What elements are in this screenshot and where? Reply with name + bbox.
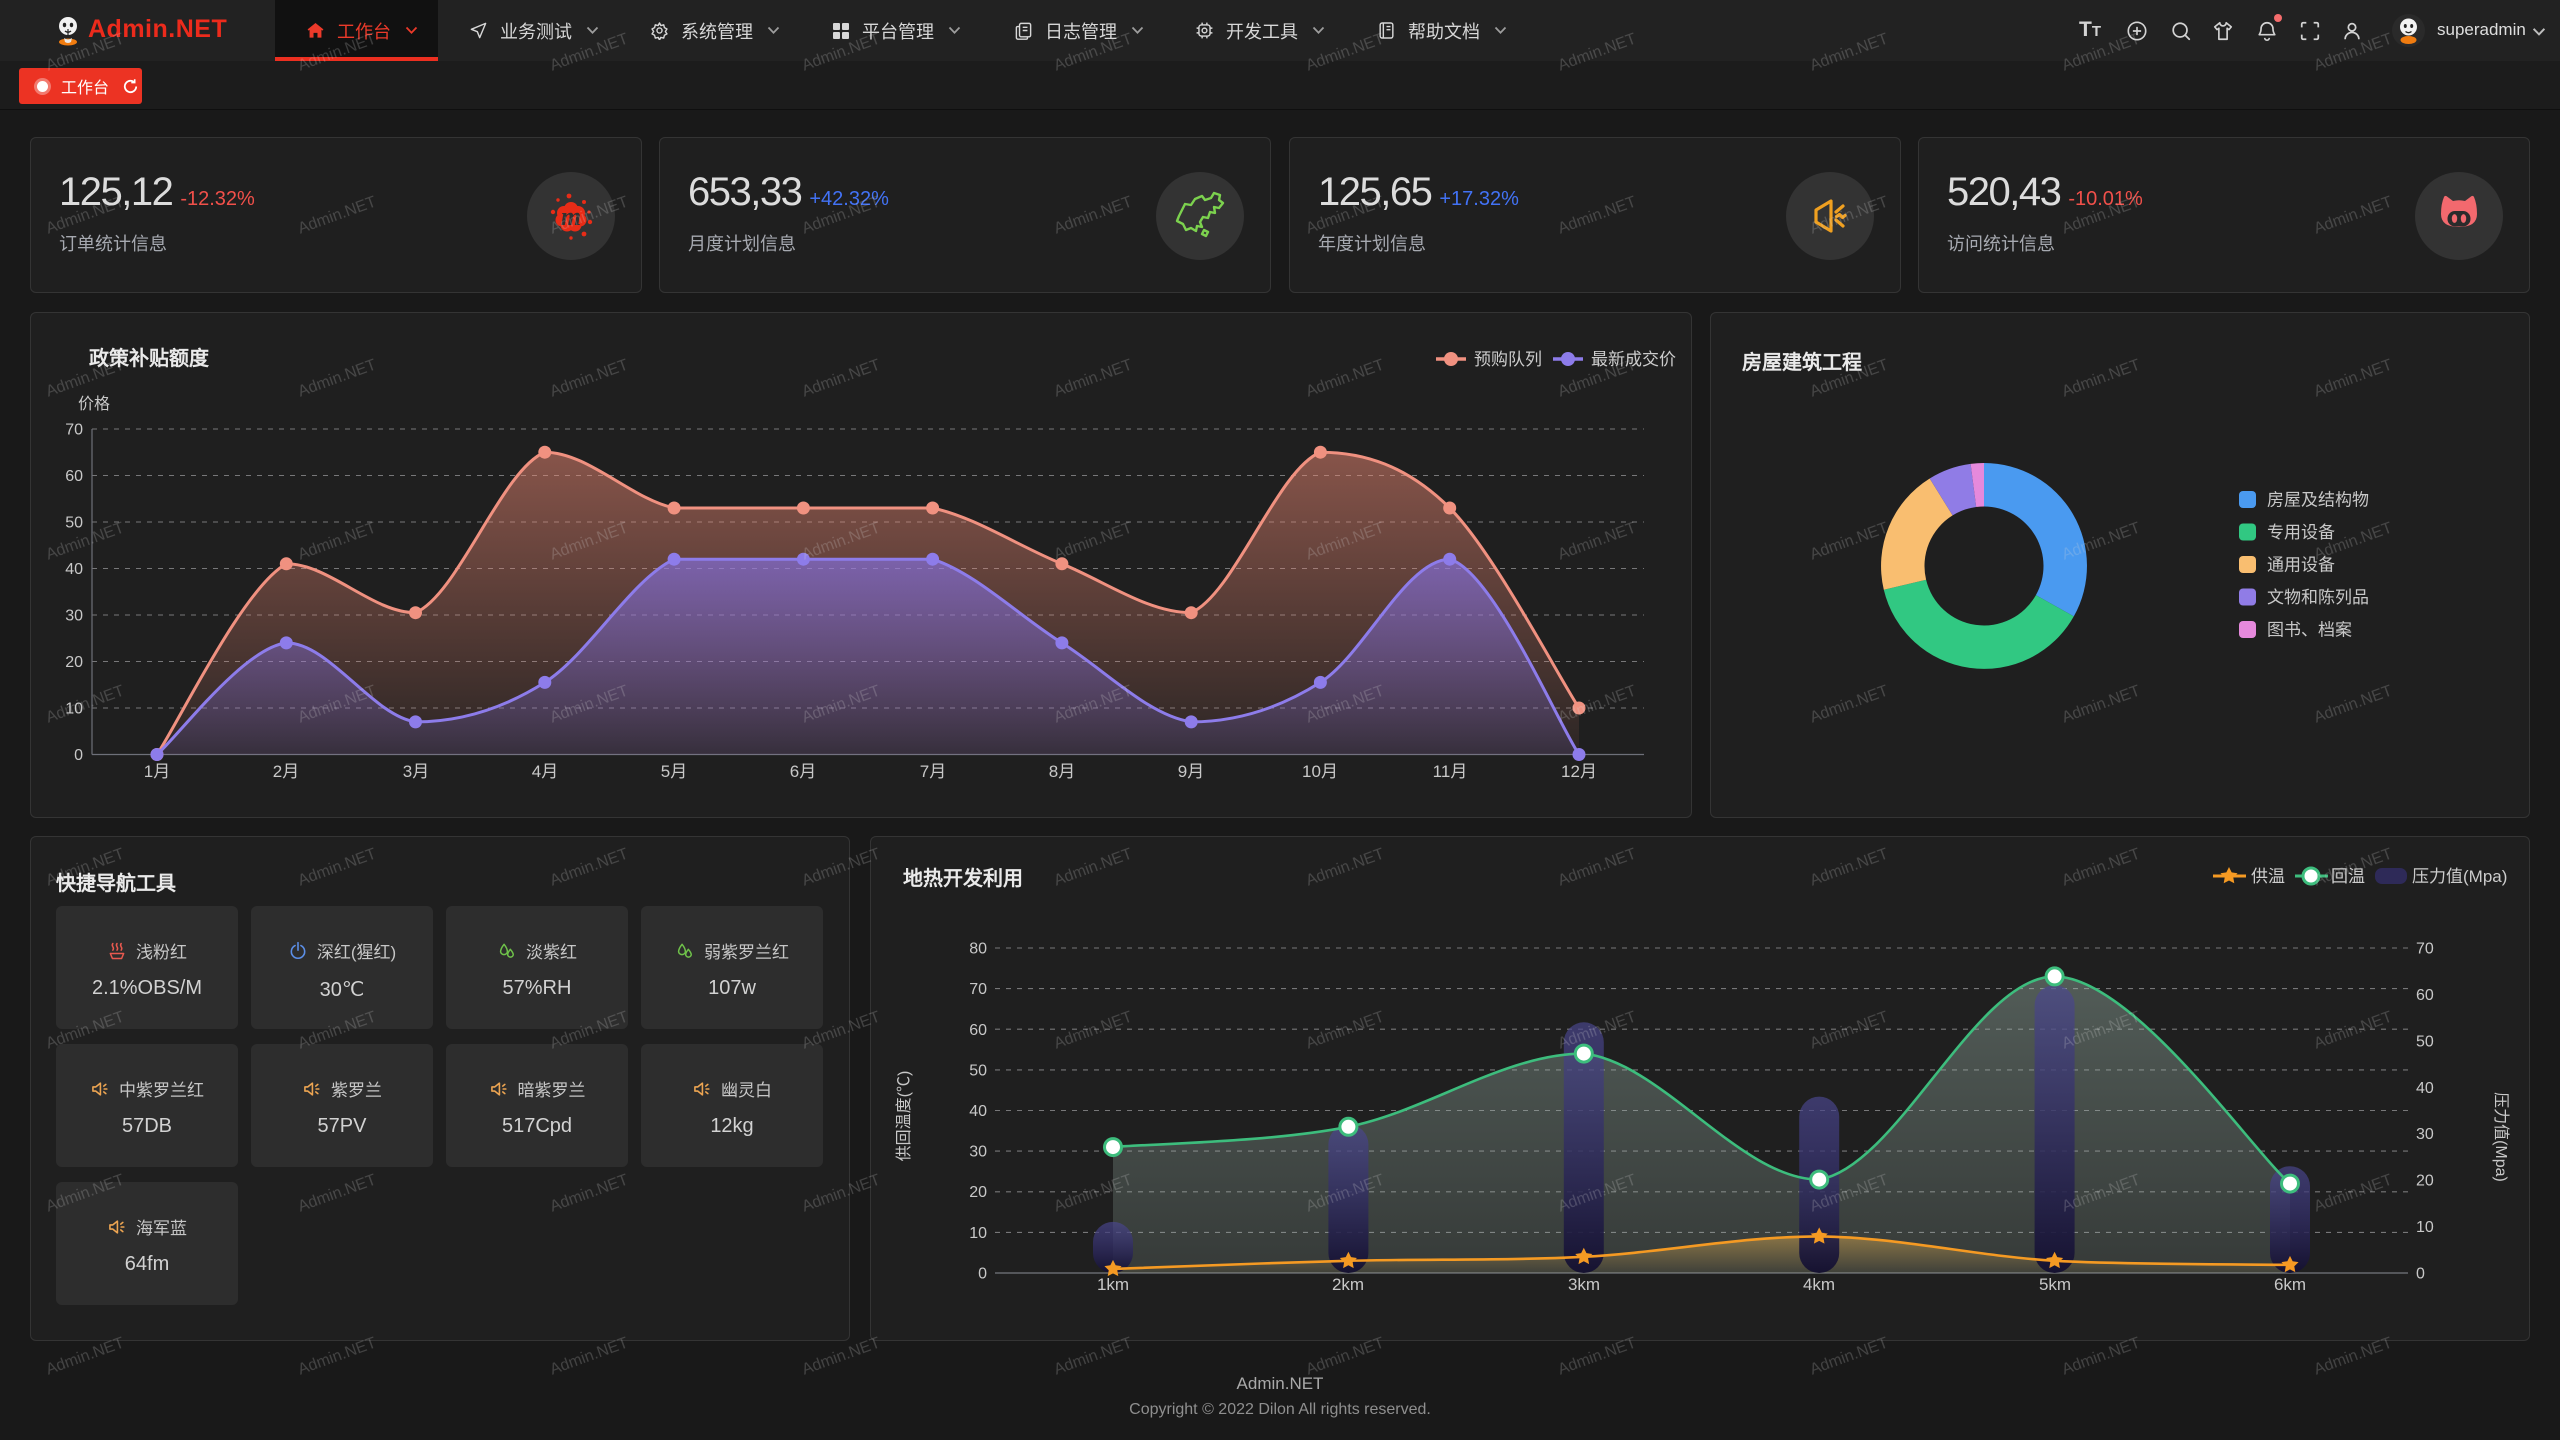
svg-text:20: 20 bbox=[969, 1184, 987, 1201]
svg-text:50: 50 bbox=[65, 515, 83, 532]
svg-text:0: 0 bbox=[978, 1266, 987, 1283]
svg-text:10: 10 bbox=[65, 701, 83, 718]
svg-text:8月: 8月 bbox=[1049, 762, 1075, 781]
svg-text:3月: 3月 bbox=[403, 762, 429, 781]
svg-text:图书、档案: 图书、档案 bbox=[2267, 621, 2352, 640]
svg-text:70: 70 bbox=[969, 981, 987, 998]
svg-text:7月: 7月 bbox=[920, 762, 946, 781]
svg-text:最新成交价: 最新成交价 bbox=[1591, 350, 1676, 369]
svg-text:10月: 10月 bbox=[1302, 762, 1338, 781]
svg-text:压力值(Mpa): 压力值(Mpa) bbox=[2412, 867, 2507, 886]
svg-text:3km: 3km bbox=[1568, 1275, 1600, 1294]
svg-text:12月: 12月 bbox=[1561, 762, 1597, 781]
svg-text:2km: 2km bbox=[1332, 1275, 1364, 1294]
svg-text:2月: 2月 bbox=[273, 762, 299, 781]
svg-text:70: 70 bbox=[65, 422, 83, 439]
svg-text:30: 30 bbox=[2416, 1126, 2434, 1143]
svg-text:4km: 4km bbox=[1803, 1275, 1835, 1294]
svg-text:11月: 11月 bbox=[1433, 762, 1468, 781]
svg-text:供温: 供温 bbox=[2251, 867, 2285, 886]
svg-text:6km: 6km bbox=[2274, 1275, 2306, 1294]
svg-text:1月: 1月 bbox=[144, 762, 170, 781]
svg-text:40: 40 bbox=[2416, 1080, 2434, 1097]
svg-text:50: 50 bbox=[969, 1062, 987, 1079]
svg-text:60: 60 bbox=[65, 468, 83, 485]
svg-text:供回温度(℃): 供回温度(℃) bbox=[895, 1071, 913, 1162]
svg-text:政策补贴额度: 政策补贴额度 bbox=[89, 346, 210, 370]
svg-text:30: 30 bbox=[969, 1144, 987, 1161]
svg-text:50: 50 bbox=[2416, 1033, 2434, 1050]
svg-text:60: 60 bbox=[969, 1022, 987, 1039]
svg-text:0: 0 bbox=[2416, 1266, 2425, 1283]
svg-text:6月: 6月 bbox=[790, 762, 816, 781]
svg-text:10: 10 bbox=[969, 1225, 987, 1242]
svg-text:地热开发利用: 地热开发利用 bbox=[903, 866, 1023, 890]
svg-text:文物和陈列品: 文物和陈列品 bbox=[2267, 588, 2369, 607]
svg-text:回温: 回温 bbox=[2331, 867, 2365, 886]
svg-text:5月: 5月 bbox=[661, 762, 687, 781]
svg-text:m: m bbox=[561, 202, 581, 231]
svg-text:10: 10 bbox=[2416, 1219, 2434, 1236]
svg-text:20: 20 bbox=[2416, 1173, 2434, 1190]
svg-text:30: 30 bbox=[65, 608, 83, 625]
svg-text:房屋及结构物: 房屋及结构物 bbox=[2267, 491, 2369, 510]
svg-text:60: 60 bbox=[2416, 987, 2434, 1004]
svg-text:40: 40 bbox=[969, 1103, 987, 1120]
svg-text:专用设备: 专用设备 bbox=[2267, 523, 2335, 542]
svg-text:40: 40 bbox=[65, 561, 83, 578]
svg-text:预购队列: 预购队列 bbox=[1474, 350, 1542, 369]
svg-text:80: 80 bbox=[969, 941, 987, 958]
svg-text:5km: 5km bbox=[2039, 1275, 2071, 1294]
svg-text:9月: 9月 bbox=[1178, 762, 1204, 781]
svg-text:价格: 价格 bbox=[78, 395, 110, 413]
svg-text:通用设备: 通用设备 bbox=[2267, 556, 2335, 575]
svg-text:1km: 1km bbox=[1097, 1275, 1129, 1294]
svg-text:20: 20 bbox=[65, 654, 83, 671]
svg-text:4月: 4月 bbox=[532, 762, 558, 781]
svg-text:压力值(Mpa): 压力值(Mpa) bbox=[2492, 1092, 2510, 1182]
svg-text:房屋建筑工程: 房屋建筑工程 bbox=[1742, 350, 1862, 374]
svg-text:70: 70 bbox=[2416, 941, 2434, 958]
svg-text:0: 0 bbox=[74, 747, 83, 764]
